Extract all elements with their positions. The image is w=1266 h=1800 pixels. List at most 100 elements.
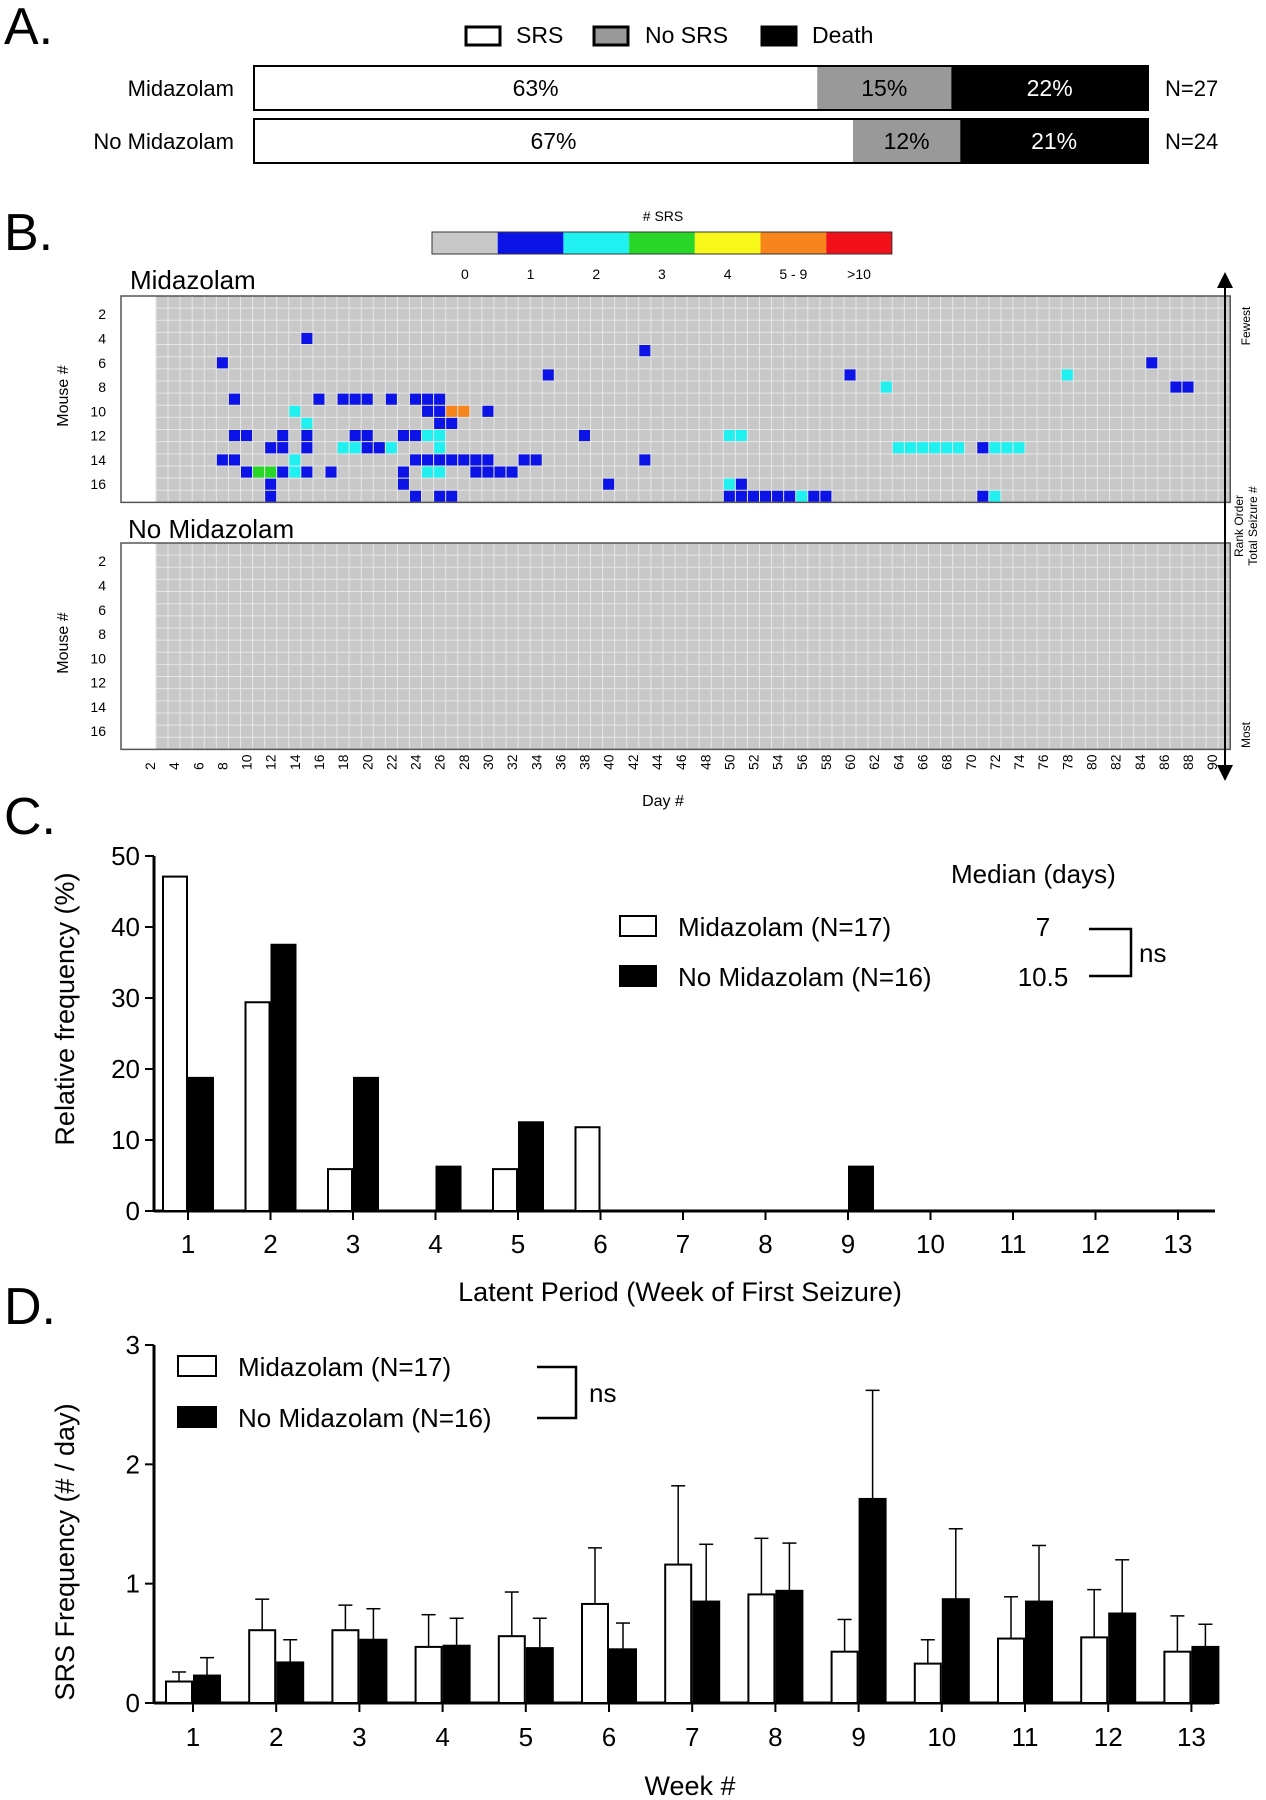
x-tick-label: 6 bbox=[602, 1722, 616, 1752]
heatmap-cell bbox=[433, 453, 446, 466]
d-legend-swatch-no-midazolam bbox=[177, 1406, 217, 1428]
bar-no-midazolam bbox=[609, 1648, 637, 1705]
mouse-tick-label: 14 bbox=[90, 699, 106, 715]
heatmap-cell bbox=[904, 441, 917, 454]
heatmap-cell bbox=[228, 453, 241, 466]
mouse-tick-label: 12 bbox=[90, 428, 106, 444]
bar-no-midazolam bbox=[848, 1165, 874, 1212]
bar-no-midazolam bbox=[1108, 1612, 1137, 1704]
heatmap-cell bbox=[795, 490, 808, 503]
heatmap-cell bbox=[276, 429, 289, 442]
heatmap-cell bbox=[807, 490, 820, 503]
colorbar-tick-label: 1 bbox=[527, 266, 535, 282]
heatmap-cell bbox=[433, 417, 446, 430]
colorbar-swatch bbox=[826, 232, 892, 254]
day-tick-label: 22 bbox=[383, 754, 399, 770]
heatmap-cell bbox=[783, 490, 796, 503]
heatmap-frame bbox=[120, 542, 1231, 751]
panel-a-bars: Midazolam 63% 15% 22% N=27 No Midazolam 67% 12%… bbox=[93, 65, 1218, 164]
bar-no-midazolam bbox=[775, 1589, 804, 1704]
day-tick-label: 64 bbox=[890, 754, 906, 770]
segment-value-label: 21% bbox=[1031, 128, 1077, 154]
heatmap-cell bbox=[723, 429, 736, 442]
heatmap-cell bbox=[1169, 380, 1182, 394]
heatmap-background bbox=[156, 543, 1231, 750]
heatmap-cell bbox=[723, 490, 736, 503]
bar-no-midazolam bbox=[442, 1644, 471, 1704]
bar-no-midazolam bbox=[1191, 1645, 1220, 1704]
panel-b-label: B. bbox=[4, 204, 53, 262]
bar-no-midazolam bbox=[353, 1076, 379, 1212]
heatmap-cell bbox=[457, 453, 470, 466]
bar-midazolam bbox=[913, 1662, 942, 1704]
rank-order-label: Rank Order bbox=[1232, 495, 1246, 557]
day-tick-label: 48 bbox=[697, 754, 713, 770]
heatmap-cell bbox=[421, 393, 434, 406]
stacked-bar-segment bbox=[817, 66, 952, 110]
heatmap-cell bbox=[916, 441, 929, 454]
heatmap-cell bbox=[469, 465, 482, 479]
day-tick-label: 80 bbox=[1083, 754, 1099, 770]
panel-c-ylabel: Relative frequency (%) bbox=[50, 872, 80, 1145]
day-tick-label: 68 bbox=[939, 754, 955, 770]
day-tick-label: 52 bbox=[746, 754, 762, 770]
bar-n-label: N=24 bbox=[1165, 129, 1218, 154]
top-mouse-ticks: 2 4 6 8 10 12 14 16 bbox=[90, 306, 106, 492]
day-tick-label: 56 bbox=[794, 754, 810, 770]
bar-group-label: No Midazolam bbox=[93, 129, 234, 154]
heatmap-cell bbox=[638, 453, 651, 466]
x-tick-label: 4 bbox=[428, 1229, 442, 1259]
day-tick-label: 40 bbox=[601, 754, 617, 770]
heatmap-cell bbox=[216, 356, 229, 369]
bar-midazolam bbox=[1080, 1636, 1109, 1705]
x-tick-label: 9 bbox=[851, 1722, 865, 1752]
day-tick-label: 42 bbox=[625, 754, 641, 770]
y-tick-label: 20 bbox=[111, 1054, 140, 1084]
heatmap-cell bbox=[276, 465, 289, 479]
bottom-mouse-ticks: 2 4 6 8 10 12 14 16 bbox=[90, 553, 106, 739]
day-tick-label: 72 bbox=[987, 754, 1003, 770]
heatmap-cell bbox=[421, 405, 434, 418]
panel-d-label: D. bbox=[4, 1278, 56, 1336]
y-tick-label: 0 bbox=[126, 1688, 140, 1718]
median-no-midazolam: 10.5 bbox=[1018, 962, 1069, 992]
colorbar: 0 1 2 3 4 5 - 9 >10 bbox=[431, 231, 893, 282]
heatmap-cell bbox=[445, 417, 458, 430]
d-legend-no-midazolam: No Midazolam (N=16) bbox=[238, 1403, 492, 1433]
stacked-bar-segment bbox=[254, 119, 853, 163]
heatmap-cell bbox=[385, 441, 398, 454]
x-tick-label: 10 bbox=[916, 1229, 945, 1259]
mouse-tick-label: 16 bbox=[90, 723, 106, 739]
heatmap-cell bbox=[312, 393, 325, 406]
x-tick-label: 6 bbox=[593, 1229, 607, 1259]
day-tick-label: 28 bbox=[456, 754, 472, 770]
day-tick-label: 54 bbox=[770, 754, 786, 770]
day-tick-label: 32 bbox=[504, 754, 520, 770]
day-tick-label: 66 bbox=[915, 754, 931, 770]
x-tick-label: 9 bbox=[841, 1229, 855, 1259]
bar-no-midazolam bbox=[518, 1121, 544, 1212]
day-tick-label: 10 bbox=[239, 754, 255, 770]
top-heatmap-title: Midazolam bbox=[130, 265, 256, 295]
heatmap-xlabel: Day # bbox=[642, 793, 684, 810]
heatmap-cell bbox=[433, 490, 446, 503]
bar-midazolam bbox=[327, 1168, 353, 1212]
heatmap-cell bbox=[1000, 441, 1013, 454]
x-tick-label: 3 bbox=[352, 1722, 366, 1752]
bar-no-midazolam bbox=[525, 1647, 554, 1705]
heatmap-cell bbox=[264, 490, 277, 503]
segment-value-label: 15% bbox=[861, 75, 907, 101]
mouse-tick-label: 8 bbox=[98, 626, 106, 642]
d-legend-midazolam: Midazolam (N=17) bbox=[238, 1352, 451, 1382]
heatmap-cell bbox=[1012, 441, 1026, 454]
day-tick-label: 14 bbox=[287, 754, 303, 770]
heatmap-cell bbox=[469, 453, 482, 466]
heatmap-cell bbox=[723, 478, 736, 491]
day-tick-label: 4 bbox=[166, 762, 182, 770]
heatmap-cell bbox=[252, 465, 265, 479]
heatmap-cell bbox=[397, 478, 410, 491]
bar-midazolam bbox=[497, 1635, 526, 1705]
day-tick-label: 86 bbox=[1156, 754, 1172, 770]
colorbar-tick-label: 4 bbox=[724, 266, 732, 282]
heatmap-cell bbox=[421, 453, 434, 466]
